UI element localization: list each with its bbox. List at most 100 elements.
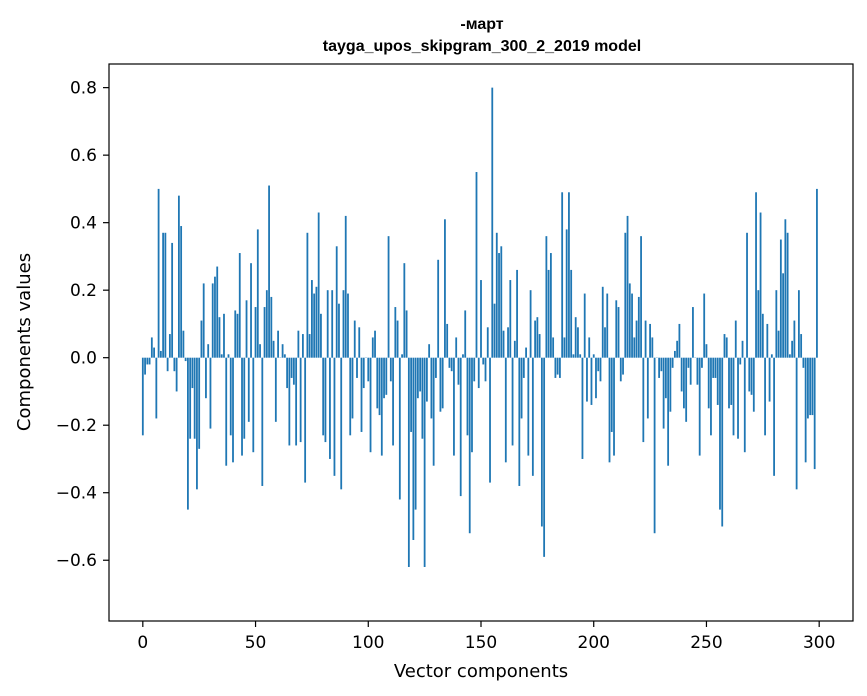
bar-86 bbox=[335, 246, 338, 358]
y-tick-label: −0.6 bbox=[56, 551, 97, 571]
bar-217 bbox=[631, 293, 633, 358]
bar-132 bbox=[439, 357, 442, 412]
bar-209 bbox=[613, 357, 615, 456]
bar-46 bbox=[245, 300, 248, 358]
bar-287 bbox=[788, 354, 791, 358]
x-tick-label: 250 bbox=[690, 633, 722, 653]
bar-38 bbox=[227, 354, 230, 358]
bar-292 bbox=[800, 334, 803, 358]
bar-187 bbox=[563, 337, 566, 358]
bar-45 bbox=[243, 357, 246, 439]
x-axis-ticks: 0 50 100 150 200 250 300 bbox=[137, 621, 835, 653]
bar-41 bbox=[234, 310, 237, 358]
bar-194 bbox=[579, 354, 582, 358]
bar-185 bbox=[559, 357, 561, 378]
bar-271 bbox=[752, 357, 755, 412]
bar-206 bbox=[606, 293, 609, 358]
bar-153 bbox=[486, 327, 489, 358]
bar-75 bbox=[311, 280, 313, 358]
bar-151 bbox=[482, 357, 485, 365]
bar-163 bbox=[509, 280, 512, 358]
bar-157 bbox=[495, 232, 498, 358]
bar-280 bbox=[773, 357, 775, 476]
bar-156 bbox=[493, 303, 496, 358]
bar-97 bbox=[360, 357, 363, 432]
bar-88 bbox=[340, 357, 343, 490]
bar-68 bbox=[295, 357, 298, 446]
bar-269 bbox=[748, 357, 751, 392]
bar-76 bbox=[313, 293, 316, 358]
bar-136 bbox=[448, 357, 451, 368]
bar-84 bbox=[331, 290, 334, 358]
bar-114 bbox=[398, 357, 401, 500]
bar-14 bbox=[173, 357, 176, 372]
bar-70 bbox=[299, 357, 302, 443]
bar-143 bbox=[464, 310, 467, 358]
bar-140 bbox=[457, 357, 460, 385]
bar-237 bbox=[676, 340, 679, 358]
bar-60 bbox=[277, 330, 279, 358]
bar-11 bbox=[166, 357, 169, 372]
bar-15 bbox=[175, 357, 178, 392]
bar-213 bbox=[622, 357, 624, 375]
bar-152 bbox=[484, 357, 487, 382]
bar-189 bbox=[568, 192, 570, 358]
bar-250 bbox=[705, 344, 708, 358]
bar-188 bbox=[565, 229, 568, 358]
bar-122 bbox=[416, 357, 419, 399]
y-tick-label: 0.8 bbox=[70, 79, 97, 99]
bar-166 bbox=[516, 269, 518, 358]
bar-78 bbox=[317, 212, 320, 358]
bar-205 bbox=[604, 327, 606, 358]
bar-79 bbox=[320, 313, 322, 358]
bar-167 bbox=[518, 357, 521, 486]
bar-260 bbox=[728, 357, 730, 409]
bar-180 bbox=[547, 269, 550, 358]
bar-159 bbox=[500, 246, 503, 358]
bar-276 bbox=[764, 357, 766, 436]
y-tick-label: 0.4 bbox=[70, 214, 97, 234]
bar-39 bbox=[229, 357, 232, 436]
bar-290 bbox=[795, 357, 798, 490]
bar-238 bbox=[678, 323, 681, 358]
bar-224 bbox=[646, 357, 649, 419]
bar-59 bbox=[274, 357, 277, 422]
bar-65 bbox=[288, 357, 291, 446]
bar-258 bbox=[723, 334, 726, 358]
bar-62 bbox=[281, 344, 284, 358]
bar-0 bbox=[141, 357, 144, 436]
bar-131 bbox=[437, 259, 440, 358]
bar-286 bbox=[786, 232, 789, 358]
x-tick-label: 150 bbox=[465, 633, 497, 653]
bar-207 bbox=[608, 357, 611, 463]
bar-36 bbox=[223, 313, 225, 358]
bar-128 bbox=[430, 357, 433, 419]
bar-129 bbox=[432, 357, 435, 466]
bar-232 bbox=[664, 357, 667, 399]
x-tick-label: 200 bbox=[578, 633, 610, 653]
bar-134 bbox=[444, 219, 446, 358]
bar-13 bbox=[171, 242, 174, 358]
bar-4 bbox=[150, 337, 153, 358]
bar-291 bbox=[797, 290, 800, 358]
bar-103 bbox=[374, 330, 376, 358]
bar-264 bbox=[737, 357, 739, 439]
bar-211 bbox=[617, 307, 620, 358]
bar-63 bbox=[283, 354, 286, 358]
bar-225 bbox=[649, 323, 651, 358]
bar-12 bbox=[168, 334, 171, 358]
bar-182 bbox=[552, 337, 555, 358]
bar-6 bbox=[155, 357, 158, 419]
bar-162 bbox=[507, 327, 509, 358]
bar-148 bbox=[475, 172, 478, 358]
bar-28 bbox=[205, 357, 207, 399]
bar-289 bbox=[793, 320, 796, 358]
bar-273 bbox=[757, 290, 760, 358]
bar-1 bbox=[144, 357, 146, 375]
bar-295 bbox=[807, 357, 809, 419]
bar-299 bbox=[816, 188, 818, 358]
bar-73 bbox=[306, 232, 309, 358]
bar-256 bbox=[719, 357, 721, 510]
bar-171 bbox=[527, 357, 530, 456]
